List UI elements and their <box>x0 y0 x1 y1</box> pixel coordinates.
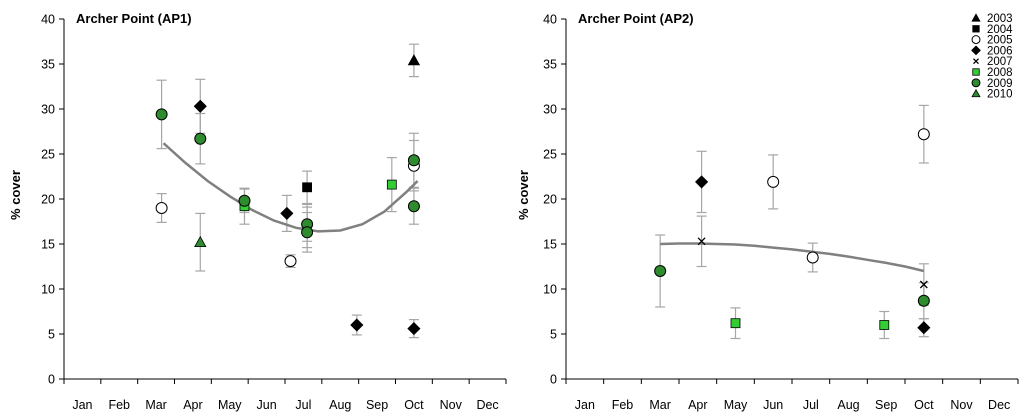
x-tick-label: Aug <box>329 398 351 412</box>
y-tick-label: 15 <box>543 238 557 252</box>
chart-panel-ap2: Archer Point (AP2) % cover 0 5 10 15 20 25 30 3… <box>516 11 1019 412</box>
data-point-2009 <box>407 154 420 167</box>
marker-stroke <box>919 280 928 289</box>
data-point-2009 <box>917 294 930 307</box>
x-tick-label: Sep <box>875 398 897 412</box>
data-point-2007 <box>697 237 706 246</box>
data-point-2006 <box>695 175 709 189</box>
x-tick-label: Jan <box>575 398 595 412</box>
data-point-2005 <box>284 255 297 268</box>
x-tick-label: May <box>218 398 242 412</box>
legend-label: 2003 <box>987 13 1013 25</box>
data-point-2009 <box>301 226 314 239</box>
legend-label: 2004 <box>987 24 1013 36</box>
x-tick-label: Apr <box>183 398 202 412</box>
x-tick-label: Oct <box>914 398 934 412</box>
y-axis-label: % cover <box>516 170 531 220</box>
data-point-2005 <box>155 202 168 214</box>
x-tick-label: Jan <box>72 398 92 412</box>
x-tick-label: May <box>724 398 748 412</box>
legend-marker-2004 <box>972 25 980 33</box>
legend-label: 2005 <box>987 35 1013 47</box>
legend-marker-2005 <box>971 35 981 45</box>
x-tick-label: Jun <box>257 398 277 412</box>
y-tick-label: 30 <box>543 103 557 117</box>
data-point-2005 <box>806 251 819 264</box>
x-tick-label: Nov <box>950 398 973 412</box>
x-tick-label: Sep <box>366 398 388 412</box>
data-point-2009 <box>238 194 251 207</box>
x-tick-label: Mar <box>649 398 671 412</box>
data-point-2006 <box>917 321 931 335</box>
x-tick-label: Jul <box>803 398 819 412</box>
legend-label: 2009 <box>987 78 1013 90</box>
x-tick-label: Jul <box>295 398 311 412</box>
legend-label: 2006 <box>987 45 1013 57</box>
data-point-2009 <box>194 132 207 145</box>
x-tick-label: Jun <box>763 398 783 412</box>
data-point-2008 <box>879 320 890 330</box>
legend-marker-2003 <box>971 13 981 22</box>
data-point-2006 <box>407 322 421 336</box>
data-point-2008 <box>730 318 741 329</box>
legend-label: 2008 <box>987 67 1013 79</box>
y-tick-label: 40 <box>41 13 55 27</box>
y-tick-label: 20 <box>543 193 557 207</box>
y-tick-label: 35 <box>41 58 55 72</box>
legend-marker-2008 <box>972 68 980 76</box>
y-tick-label: 15 <box>41 238 55 252</box>
y-axis-label: % cover <box>8 170 23 220</box>
y-tick-label: 35 <box>543 58 557 72</box>
data-point-2003 <box>407 54 421 66</box>
legend-label: 2010 <box>987 89 1013 101</box>
y-tick-label: 5 <box>550 328 557 342</box>
trend-line <box>162 142 419 233</box>
x-tick-label: Feb <box>612 398 634 412</box>
data-point-2005 <box>917 128 930 141</box>
marker-stroke <box>973 58 979 65</box>
data-point-2007 <box>919 280 928 289</box>
y-tick-label: 0 <box>48 373 55 387</box>
data-point-2009 <box>654 265 667 277</box>
y-tick-label: 20 <box>41 193 55 207</box>
y-tick-label: 25 <box>543 148 557 162</box>
data-point-2006 <box>280 206 294 220</box>
y-tick-label: 30 <box>41 103 55 117</box>
y-tick-label: 0 <box>550 373 557 387</box>
y-tick-label: 10 <box>543 283 557 297</box>
chart-title: Archer Point (AP1) <box>76 11 192 26</box>
x-tick-label: Dec <box>476 398 498 412</box>
chart-title: Archer Point (AP2) <box>578 11 694 26</box>
x-tick-label: Nov <box>440 398 463 412</box>
data-point-2009 <box>407 200 420 213</box>
legend-marker-2010 <box>971 88 981 98</box>
legend-marker-2006 <box>971 45 981 56</box>
x-tick-label: Oct <box>404 398 424 412</box>
legend-marker-2007 <box>973 58 979 65</box>
y-tick-label: 25 <box>41 148 55 162</box>
data-point-2010 <box>194 235 207 248</box>
x-tick-label: Apr <box>688 398 707 412</box>
legend-label: 2007 <box>987 56 1013 68</box>
x-tick-label: Feb <box>108 398 130 412</box>
x-tick-label: Dec <box>988 398 1010 412</box>
y-tick-label: 40 <box>543 13 557 27</box>
marker-stroke <box>697 237 706 246</box>
legend-marker-2009 <box>971 78 981 88</box>
data-point-2006 <box>193 99 207 113</box>
x-tick-label: Mar <box>145 398 167 412</box>
x-tick-label: Aug <box>837 398 859 412</box>
data-point-2009 <box>155 108 168 121</box>
data-point-2008 <box>386 179 397 190</box>
data-point-2006 <box>350 318 364 332</box>
data-point-2005 <box>767 175 780 188</box>
data-point-2004 <box>302 182 313 193</box>
y-tick-label: 10 <box>41 283 55 297</box>
y-tick-label: 5 <box>48 328 55 342</box>
chart-panel-ap1: Archer Point (AP1) % cover 0 5 10 15 20 25 30 3… <box>8 11 507 412</box>
